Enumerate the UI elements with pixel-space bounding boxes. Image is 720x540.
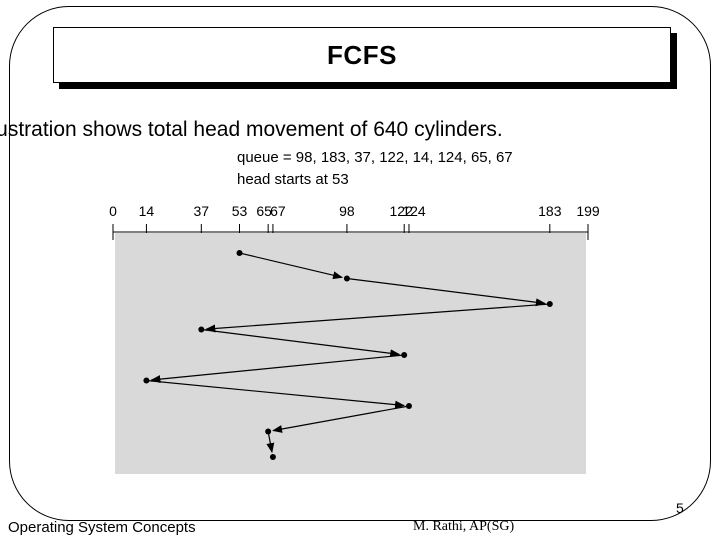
head-points <box>143 250 553 460</box>
axis-tick-label: 122 <box>390 203 414 219</box>
slide-caption: Illustration shows total head movement o… <box>0 118 503 141</box>
head-position-point <box>269 454 276 460</box>
page-number: 5 <box>676 500 684 516</box>
axis-tick-label: 98 <box>339 203 355 219</box>
head-position-point <box>143 377 150 384</box>
axis-tick-label: 37 <box>194 203 210 219</box>
head-move-arrow <box>205 303 550 333</box>
axis-tick-label: 67 <box>270 203 286 219</box>
footer-course: Operating System Concepts <box>8 519 196 536</box>
footer-author: M. Rathi, AP(SG) <box>413 519 515 534</box>
head-move-arrow <box>150 354 405 384</box>
head-start-label: head starts at 53 <box>237 171 349 188</box>
head-position-point <box>236 250 243 256</box>
axis-tick-label: 14 <box>139 203 155 219</box>
head-position-point <box>265 428 272 435</box>
plot-panel <box>115 233 586 474</box>
head-position-point <box>198 326 205 333</box>
head-position-point <box>546 301 553 307</box>
head-position-point <box>343 275 350 282</box>
axis-tick-label: 124 <box>402 203 426 219</box>
axis-tick-label: 199 <box>576 203 600 219</box>
head-move-arrow <box>146 379 405 409</box>
head-position-point <box>401 352 408 358</box>
slide-frame <box>9 6 711 521</box>
queue-label: queue = 98, 183, 37, 122, 14, 124, 65, 6… <box>237 149 513 166</box>
head-move-arrow <box>266 431 275 454</box>
axis-tick-label: 65 <box>256 203 272 219</box>
head-move-arrow <box>201 328 401 358</box>
axis-tick-label: 183 <box>538 203 562 219</box>
head-path <box>146 252 550 454</box>
head-move-arrow <box>346 277 546 307</box>
head-move-arrow <box>239 252 344 280</box>
head-position-point <box>405 403 412 409</box>
slide-title: FCFS <box>327 39 397 70</box>
title-box: FCFS <box>53 27 671 83</box>
axis-tick-label: 53 <box>232 203 248 219</box>
fcfs-diagram: queue = 98, 183, 37, 122, 14, 124, 65, 6… <box>109 149 600 474</box>
head-move-arrow <box>272 405 410 433</box>
axis-tick-label: 0 <box>109 203 117 219</box>
